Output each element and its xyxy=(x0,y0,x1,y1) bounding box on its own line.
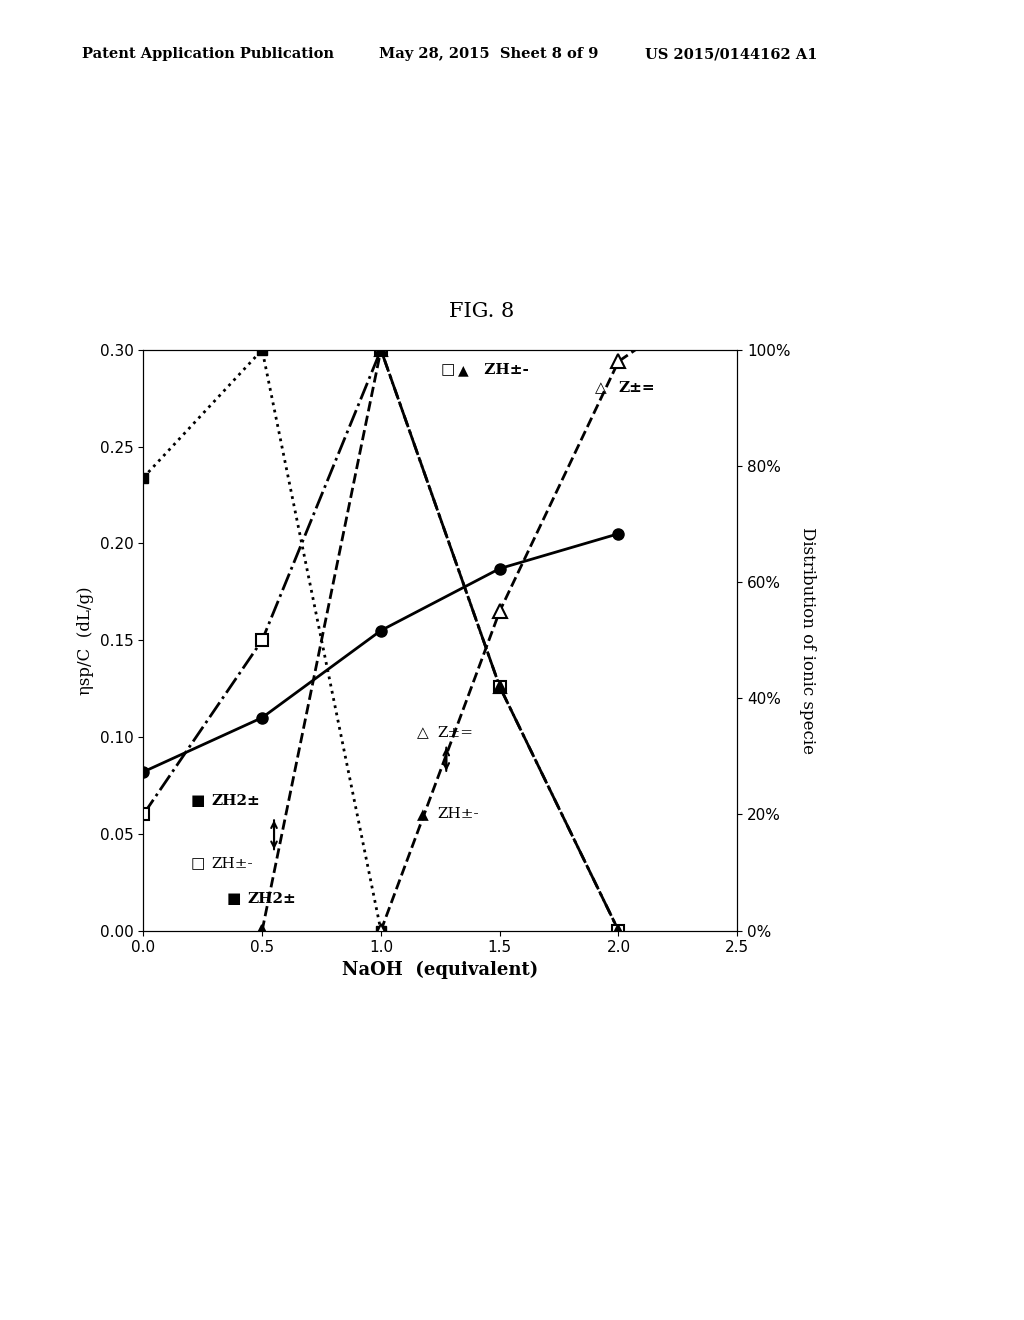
Text: FIG. 8: FIG. 8 xyxy=(449,302,514,321)
Text: ZH±-: ZH±- xyxy=(437,808,479,821)
Text: ZH±-: ZH±- xyxy=(479,363,528,378)
Text: Patent Application Publication: Patent Application Publication xyxy=(82,48,334,61)
Text: △: △ xyxy=(417,726,428,741)
Text: Z±=: Z±= xyxy=(618,380,655,395)
Text: ▲: ▲ xyxy=(458,363,469,378)
Text: ZH±-: ZH±- xyxy=(212,857,253,871)
X-axis label: NaOH  (equivalent): NaOH (equivalent) xyxy=(342,961,539,979)
Y-axis label: ηsp/C  (dL/g): ηsp/C (dL/g) xyxy=(77,586,94,694)
Y-axis label: Distribution of ionic specie: Distribution of ionic specie xyxy=(799,527,815,754)
Text: ZH2±: ZH2± xyxy=(212,793,260,808)
Text: ▲: ▲ xyxy=(417,807,428,822)
Text: ZH2±: ZH2± xyxy=(248,891,296,906)
Text: Z±=: Z±= xyxy=(437,726,473,741)
Text: May 28, 2015  Sheet 8 of 9: May 28, 2015 Sheet 8 of 9 xyxy=(379,48,598,61)
Text: ■: ■ xyxy=(190,793,205,808)
Text: US 2015/0144162 A1: US 2015/0144162 A1 xyxy=(645,48,817,61)
Text: ■: ■ xyxy=(226,891,241,906)
Text: □: □ xyxy=(440,363,455,378)
Text: △: △ xyxy=(595,380,606,395)
Text: □: □ xyxy=(190,857,205,871)
